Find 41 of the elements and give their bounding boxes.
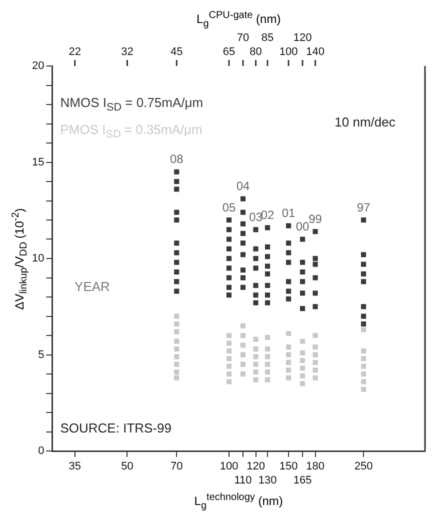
- annotation: 10 nm/dec: [334, 114, 396, 130]
- text: 85: [261, 32, 274, 44]
- text: 110: [234, 474, 252, 487]
- x2-axis-title: L$_{g}$$^{CPU-gate}$ (nm): [196, 10, 282, 30]
- y-tick-label: 0: [38, 445, 44, 458]
- annotation: 04: [236, 179, 250, 194]
- text: 22: [68, 46, 81, 58]
- x-tick-label: 150: [279, 460, 298, 473]
- x-tick-label: 180: [306, 460, 324, 473]
- text: 100: [279, 46, 298, 58]
- text: 165: [293, 474, 312, 487]
- x-tick-label: 50: [121, 460, 134, 473]
- annotation: 08: [170, 152, 184, 166]
- text: 120: [293, 32, 312, 44]
- annotation: SOURCE: ITRS-99: [60, 420, 172, 436]
- annotation: 02: [260, 208, 275, 222]
- text: 70: [236, 32, 250, 44]
- text: 45: [170, 46, 183, 58]
- x-tick-label: 120: [246, 460, 265, 473]
- y-tick-label: 10: [32, 252, 44, 265]
- x-tick-label: 100: [220, 460, 238, 473]
- y-tick-label: 15: [32, 156, 44, 168]
- annotation: 97: [356, 200, 371, 214]
- text: 80: [250, 46, 262, 58]
- x-tick-label: 35: [68, 460, 81, 473]
- text: 65: [222, 46, 236, 58]
- x-tick-label: 70: [170, 460, 183, 473]
- text: NMOS I$_{SD}$ = 0.75mA/μm: [60, 94, 204, 116]
- annotation: YEAR: [74, 278, 110, 294]
- annotation: 03: [249, 210, 263, 224]
- y-tick-label: 20: [32, 60, 44, 72]
- x-axis-title: L$_{g}$$^{technology}$ (nm): [193, 492, 284, 511]
- annotation: 99: [308, 212, 322, 226]
- x-tick-label: 250: [354, 460, 373, 473]
- text: 32: [121, 46, 134, 58]
- annotation: 00: [296, 220, 310, 234]
- text: 140: [306, 46, 324, 58]
- y-tick-label: 5: [38, 348, 44, 361]
- annotation: 05: [222, 200, 236, 214]
- text: 130: [258, 474, 277, 487]
- annotation: 01: [282, 206, 296, 220]
